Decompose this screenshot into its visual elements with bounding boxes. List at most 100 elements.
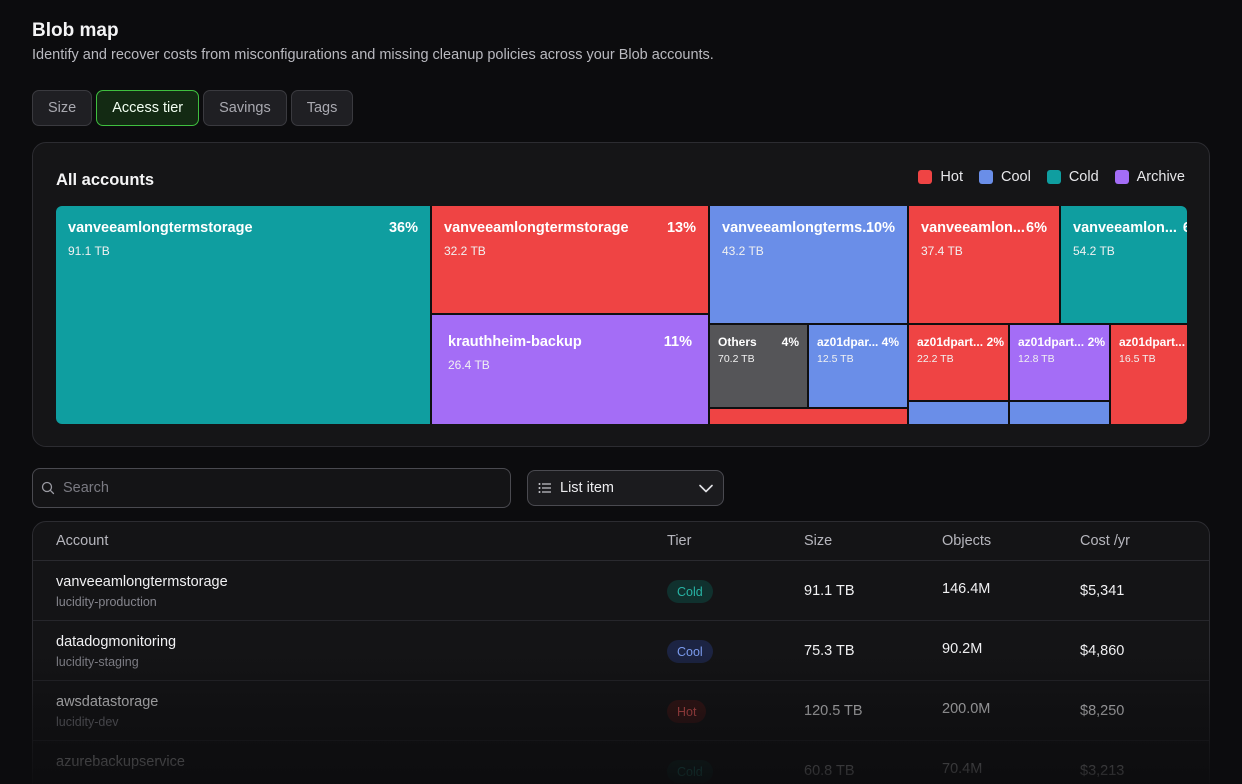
treemap-cell[interactable]: vanveeamlongtermstorage 13% 32.2 TB — [432, 206, 708, 313]
legend-item-cold: Cold — [1046, 169, 1099, 185]
column-header-cost[interactable]: Cost /yr — [1080, 533, 1130, 549]
treemap-cell[interactable]: krauthheim-backup 11% 26.4 TB — [432, 315, 708, 424]
cell-name: vanveeamlon... — [921, 220, 1025, 236]
cell-size: 43.2 TB — [722, 244, 764, 258]
cell-percent: 6 — [1182, 220, 1187, 236]
legend-item-cool: Cool — [978, 169, 1031, 185]
size-value: 75.3 TB — [804, 643, 855, 659]
page-title: Blob map — [32, 20, 119, 41]
treemap-cell[interactable]: Others 4% 70.2 TB — [710, 325, 807, 407]
legend-label-cold: Cold — [1068, 169, 1099, 185]
treemap-cell[interactable]: vanveeamlon... 6% 37.4 TB — [909, 206, 1059, 323]
chevron-down-icon — [699, 484, 713, 492]
search-input[interactable] — [63, 480, 483, 496]
table-row[interactable]: datadogmonitoring lucidity-staging Cool … — [33, 621, 1209, 681]
cell-size: 91.1 TB — [68, 244, 110, 258]
cell-name: az01dpart... — [1119, 335, 1186, 349]
table-row[interactable]: awsdatastorage lucidity-dev Hot 120.5 TB… — [33, 681, 1209, 741]
page-subtitle: Identify and recover costs from misconfi… — [32, 47, 714, 63]
size-value: 91.1 TB — [804, 583, 855, 599]
legend-swatch-hot — [918, 170, 933, 184]
table-row[interactable]: vanveeamlongtermstorage lucidity-product… — [33, 561, 1209, 621]
account-name: datadogmonitoring — [56, 634, 177, 650]
cell-name: az01dpar... — [817, 335, 879, 349]
objects-value: 146.4M — [942, 581, 991, 597]
search-icon — [41, 481, 55, 495]
objects-value: 90.2M — [942, 641, 983, 657]
treemap-cell[interactable]: vanveeamlon... 6 54.2 TB — [1061, 206, 1187, 323]
treemap-cell[interactable]: az01dpar... 4% 12.5 TB — [809, 325, 907, 407]
treemap-cell[interactable]: az01dpart... 2% 22.2 TB — [909, 325, 1008, 400]
legend-label-archive: Archive — [1136, 169, 1185, 185]
account-name: vanveeamlongtermstorage — [56, 574, 228, 590]
treemap-cell[interactable]: az01dpart... 2% 12.8 TB — [1010, 325, 1109, 400]
map-title: All accounts — [56, 171, 155, 189]
cell-name: Others — [718, 335, 757, 349]
list-item-select[interactable]: List item — [527, 470, 724, 506]
objects-value: 200.0M — [942, 701, 991, 717]
column-header-size[interactable]: Size — [804, 533, 833, 549]
cost-value: $5,341 — [1080, 583, 1125, 599]
legend-item-hot: Hot — [918, 169, 963, 185]
tab-tags[interactable]: Tags — [290, 90, 354, 126]
cell-percent: 4% — [881, 335, 899, 349]
cost-value: $4,860 — [1080, 643, 1125, 659]
treemap-cell[interactable]: az01dpart... 16.5 TB — [1111, 325, 1187, 424]
cell-size: 22.2 TB — [917, 353, 954, 365]
cell-size: 12.8 TB — [1018, 353, 1055, 365]
cost-value: $3,213 — [1080, 763, 1125, 779]
accounts-table: Account Tier Size Objects Cost /yr vanve… — [32, 521, 1210, 784]
treemap-cell[interactable] — [909, 402, 1008, 424]
cell-size: 16.5 TB — [1119, 353, 1156, 365]
tab-savings[interactable]: Savings — [203, 90, 287, 126]
tier-badge: Cold — [667, 580, 713, 603]
treemap-cell[interactable] — [710, 409, 907, 424]
cell-name: az01dpart... — [917, 335, 984, 349]
treemap-cell[interactable]: vanveeamlongterms... 10% 43.2 TB — [710, 206, 907, 323]
legend-swatch-cool — [978, 170, 993, 184]
treemap-cell[interactable]: vanveeamlongtermstorage 36% 91.1 TB — [56, 206, 430, 424]
cell-percent: 13% — [666, 220, 696, 236]
cell-size: 26.4 TB — [448, 358, 490, 372]
cell-size: 32.2 TB — [444, 244, 486, 258]
cell-name: krauthheim-backup — [448, 334, 582, 350]
tier-badge: Cool — [667, 640, 713, 663]
account-name: azurebackupservice — [56, 754, 185, 770]
account-name: awsdatastorage — [56, 694, 159, 710]
column-header-tier[interactable]: Tier — [667, 533, 692, 549]
table-header: Account Tier Size Objects Cost /yr — [33, 522, 1209, 561]
cell-name: vanveeamlongtermstorage — [444, 220, 629, 236]
blob-map-card: All accounts Hot Cool Cold Archive vanve… — [32, 142, 1210, 447]
cell-percent: 6% — [1026, 220, 1047, 236]
cell-name: az01dpart... — [1018, 335, 1085, 349]
cell-size: 37.4 TB — [921, 244, 963, 258]
objects-value: 70.4M — [942, 761, 983, 777]
tab-size[interactable]: Size — [32, 90, 93, 126]
size-value: 60.8 TB — [804, 763, 855, 779]
cell-percent: 10% — [865, 220, 895, 236]
treemap-cell[interactable] — [1010, 402, 1109, 424]
cell-percent: 2% — [1087, 335, 1105, 349]
cell-percent: 11% — [663, 334, 692, 350]
cell-name: vanveeamlon... — [1073, 220, 1177, 236]
legend-item-archive: Archive — [1114, 169, 1185, 185]
table-row[interactable]: azurebackupservice Cold 60.8 TB 70.4M $3… — [33, 741, 1209, 784]
view-tabs: Size Access tier Savings Tags — [32, 90, 354, 126]
cell-name: vanveeamlongterms... — [722, 220, 875, 236]
column-header-account[interactable]: Account — [56, 533, 109, 549]
cost-value: $8,250 — [1080, 703, 1125, 719]
tab-access-tier[interactable]: Access tier — [96, 90, 200, 126]
cell-size: 12.5 TB — [817, 353, 854, 365]
list-icon — [538, 483, 551, 493]
cell-percent: 2% — [986, 335, 1004, 349]
account-subscription: lucidity-production — [56, 595, 157, 609]
tier-legend: Hot Cool Cold Archive — [918, 169, 1185, 185]
cell-size: 54.2 TB — [1073, 244, 1115, 258]
search-field[interactable] — [32, 468, 511, 508]
select-label: List item — [560, 480, 614, 496]
account-subscription: lucidity-staging — [56, 655, 139, 669]
treemap: vanveeamlongtermstorage 36% 91.1 TB vanv… — [56, 206, 1187, 424]
legend-swatch-cold — [1046, 170, 1061, 184]
cell-size: 70.2 TB — [718, 353, 755, 365]
column-header-objects[interactable]: Objects — [942, 533, 992, 549]
